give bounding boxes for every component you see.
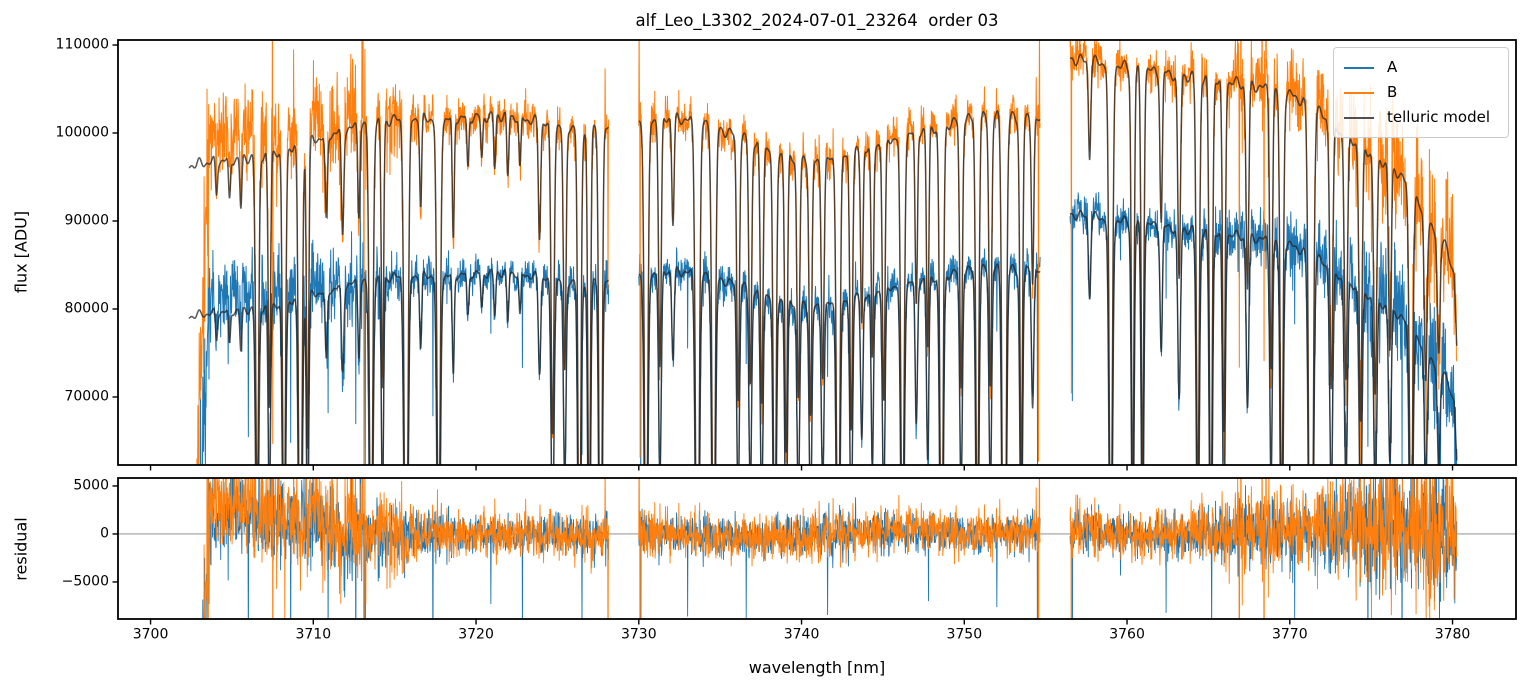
legend-swatch-telluric-model bbox=[1344, 116, 1374, 119]
legend-item-b: B bbox=[1344, 80, 1498, 105]
legend-item-a: A bbox=[1344, 55, 1498, 80]
wavelength-axis-label: wavelength [nm] bbox=[748, 658, 886, 677]
legend-item-telluric-model: telluric model bbox=[1344, 105, 1498, 130]
legend-swatch-a bbox=[1344, 66, 1374, 69]
legend: A B telluric model bbox=[1333, 47, 1509, 138]
legend-label-telluric-model: telluric model bbox=[1387, 108, 1491, 126]
residual-axis-label: residual bbox=[11, 517, 31, 581]
legend-label-a: A bbox=[1387, 58, 1398, 76]
flux-axis-label: flux [ADU] bbox=[11, 210, 31, 294]
legend-label-b: B bbox=[1387, 83, 1398, 101]
legend-swatch-b bbox=[1344, 91, 1374, 94]
figure-title: alf_Leo_L3302_2024-07-01_23264 order 03 bbox=[635, 11, 999, 30]
